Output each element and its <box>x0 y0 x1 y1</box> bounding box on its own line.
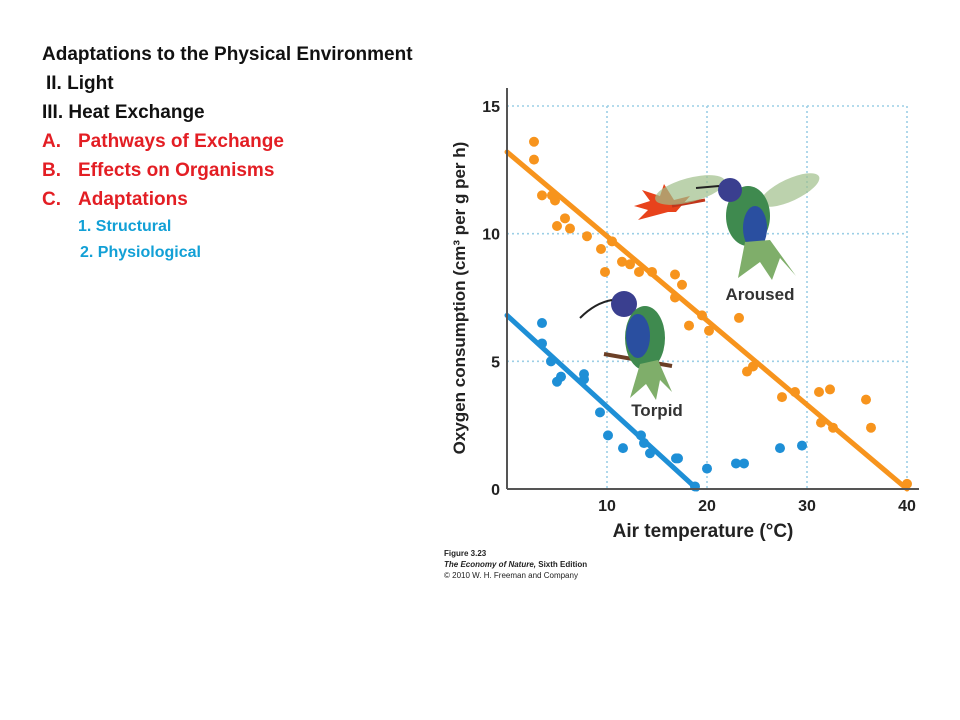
data-point-aroused <box>677 279 687 290</box>
x-axis-label: Air temperature (°C) <box>613 521 794 542</box>
data-point-torpid <box>731 458 741 469</box>
data-point-aroused <box>565 223 575 234</box>
data-point-torpid <box>797 440 807 451</box>
data-point-aroused <box>697 310 707 321</box>
data-point-aroused <box>704 325 714 336</box>
data-point-torpid <box>537 338 547 349</box>
data-point-aroused <box>560 213 570 224</box>
data-point-aroused <box>825 384 835 395</box>
y-tick-label: 10 <box>482 227 500 244</box>
data-point-aroused <box>790 386 800 397</box>
figure-number: Figure 3.23 <box>444 549 487 558</box>
data-point-aroused <box>734 312 744 323</box>
data-point-aroused <box>550 195 560 206</box>
torpid-hummingbird-illustration <box>579 291 673 400</box>
data-point-aroused <box>684 320 694 331</box>
data-point-aroused <box>647 266 657 277</box>
outline-subitem-structural: 1. Structural <box>78 218 172 235</box>
data-point-torpid <box>636 430 646 441</box>
data-point-aroused <box>670 269 680 280</box>
data-point-aroused <box>634 266 644 277</box>
data-point-torpid <box>702 463 712 474</box>
data-point-aroused <box>582 231 592 242</box>
x-tick-label: 10 <box>598 498 616 515</box>
data-point-aroused <box>625 259 635 270</box>
data-point-aroused <box>617 256 627 267</box>
data-point-aroused <box>814 386 824 397</box>
data-point-aroused <box>902 478 912 489</box>
data-point-torpid <box>537 318 547 329</box>
aroused-label: Aroused <box>726 285 795 304</box>
y-tick-label: 15 <box>482 99 500 116</box>
data-point-aroused <box>596 243 606 254</box>
y-tick-label: 5 <box>491 354 500 371</box>
data-point-torpid <box>618 443 628 454</box>
data-point-torpid <box>579 374 589 385</box>
data-point-torpid <box>546 356 556 367</box>
data-point-aroused <box>777 392 787 403</box>
data-point-torpid <box>775 443 785 454</box>
data-point-aroused <box>529 136 539 147</box>
slide-outline: Adaptations to the Physical Environment … <box>42 40 462 266</box>
x-tick-label: 20 <box>698 498 716 515</box>
chart-axes <box>506 88 919 490</box>
y-tick-label: 0 <box>491 482 500 499</box>
data-point-aroused <box>537 190 547 201</box>
outline-item-light: II. Light <box>46 73 114 94</box>
data-point-torpid <box>603 430 613 441</box>
x-tick-label: 40 <box>898 498 916 515</box>
fit-line-aroused <box>504 149 910 492</box>
slide-title: Adaptations to the Physical Environment <box>42 44 413 65</box>
data-point-torpid <box>645 448 655 459</box>
data-point-aroused <box>529 154 539 165</box>
figure-copyright: © 2010 W. H. Freeman and Company <box>444 571 578 580</box>
data-point-aroused <box>866 422 876 433</box>
data-points <box>529 136 912 492</box>
data-point-torpid <box>739 458 749 469</box>
data-point-aroused <box>607 236 617 247</box>
data-point-aroused <box>828 422 838 433</box>
tick-labels: 10 20 30 40 0 5 10 15 <box>482 99 916 515</box>
figure-caption: Figure 3.23 The Economy of Nature, Sixth… <box>444 548 587 581</box>
data-point-aroused <box>748 361 758 372</box>
data-point-aroused <box>670 292 680 303</box>
data-point-aroused <box>552 221 562 232</box>
outline-item-adaptations: C. Adaptations <box>42 189 188 210</box>
data-point-aroused <box>861 394 871 405</box>
data-point-torpid <box>595 407 605 418</box>
outline-item-effects: B. Effects on Organisms <box>42 160 275 181</box>
chart-grid <box>507 105 908 489</box>
outline-subitem-physiological: 2. Physiological <box>80 244 201 261</box>
data-point-torpid <box>639 438 649 449</box>
torpid-label: Torpid <box>631 401 683 420</box>
y-axis-label: Oxygen consumption (cm³ per g per h) <box>450 142 469 455</box>
data-point-aroused <box>816 417 826 428</box>
data-point-torpid <box>673 453 683 464</box>
data-point-aroused <box>600 266 610 277</box>
outline-item-heat-exchange: III. Heat Exchange <box>42 102 205 123</box>
data-point-torpid <box>556 371 566 382</box>
aroused-hummingbird-illustration <box>634 173 820 280</box>
x-tick-label: 30 <box>798 498 816 515</box>
figure-source: The Economy of Nature, Sixth Edition <box>444 560 588 569</box>
outline-item-pathways: A. Pathways of Exchange <box>42 131 284 152</box>
